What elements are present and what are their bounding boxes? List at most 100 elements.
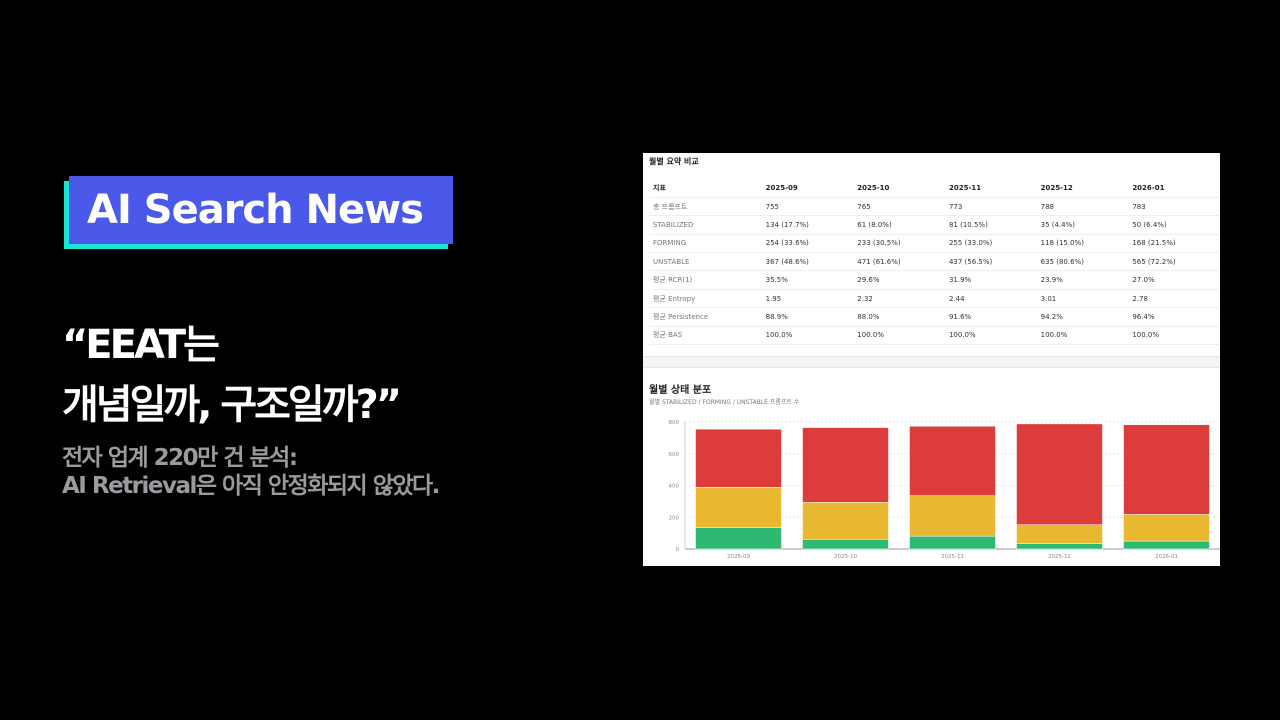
bar-stabilized [909, 535, 996, 550]
bar-stabilized [1016, 543, 1103, 550]
table-cell: 35.5% [761, 270, 854, 290]
table-cell: 23.9% [1036, 270, 1129, 290]
table-row: UNSTABLE 367 (48.6%) 471 (61.6%) 437 (56.5%… [649, 252, 1220, 272]
x-tick-label: 2025-11 [941, 554, 964, 560]
table-cell: 1.95 [761, 289, 854, 309]
row-label: FORMING [649, 234, 762, 254]
table-cell: 635 (80.6%) [1036, 252, 1129, 272]
table-cell: 29.6% [853, 270, 945, 290]
table-cell: 100.0% [761, 326, 854, 346]
table-row: 평균 BAS 100.0% 100.0% 100.0% 100.0% 100.0% [649, 326, 1220, 346]
headline-line2: 개념일까, 구조일까?” [62, 382, 402, 428]
x-tick-label: 2026-01 [1155, 554, 1178, 560]
table-cell: 2025-09 [761, 179, 854, 198]
summary-table: 지표 2025-09 2025-10 2025-11 2025-12 2026-01 총 프… [649, 179, 1220, 346]
table-cell: 471 (61.6%) [853, 252, 945, 272]
table-cell: 61 (8.0%) [853, 215, 945, 235]
table-cell: 96.4% [1128, 307, 1220, 327]
table-cell: 2.78 [1128, 289, 1220, 309]
table-cell: 255 (33.0%) [944, 234, 1037, 254]
table-row: 총 프롬프트 755 765 773 788 783 [649, 197, 1220, 217]
table-row: 평균 Persistence 88.9% 88.0% 91.6% 94.2% 96.4% [649, 307, 1220, 327]
table-cell: 134 (17.7%) [761, 215, 854, 235]
bar-stabilized [1123, 540, 1210, 550]
row-label: 평균 Persistence [649, 307, 762, 327]
table-title: 월별 요약 비교 [649, 157, 699, 166]
table-cell: 765 [853, 197, 945, 217]
table-row: 평균 RCR(1) 35.5% 29.6% 31.9% 23.9% 27.0% [649, 270, 1220, 290]
row-label: 평균 RCR(1) [649, 270, 762, 290]
bar-forming [1016, 524, 1103, 544]
table-cell: 2025-12 [1036, 179, 1129, 198]
bar-stabilized [695, 527, 782, 550]
bar-forming [1123, 514, 1210, 542]
chart-title: 월별 상태 분포 [649, 385, 712, 396]
table-cell: 3.01 [1036, 289, 1129, 309]
table-cell: 31.9% [944, 270, 1037, 290]
table-cell: 437 (56.5%) [944, 252, 1037, 272]
bar-forming [802, 502, 889, 540]
y-tick-label: 800 [669, 420, 680, 426]
y-tick-label: 400 [669, 484, 680, 490]
y-tick-label: 200 [669, 515, 680, 521]
section-divider [643, 356, 1220, 368]
table-cell: 755 [761, 197, 854, 217]
report-panel: 월별 요약 비교 지표 2025-09 2025-10 2025-11 2025-12 2… [643, 153, 1220, 566]
table-cell: 88.9% [761, 307, 854, 327]
table-cell: 100.0% [1128, 326, 1220, 346]
table-cell: 35 (4.4%) [1036, 215, 1129, 235]
chart-subtitle: 월별 STABILIZED / FORMING / UNSTABLE 프롬프트 … [649, 399, 800, 406]
x-tick-label: 2025-12 [1048, 554, 1071, 560]
table-cell: 783 [1128, 197, 1220, 217]
bar-forming [695, 487, 782, 528]
row-label: 평균 Entropy [649, 289, 762, 309]
table-cell: 2025-11 [944, 179, 1037, 198]
row-label: STABILIZED [649, 215, 762, 235]
table-cell: 94.2% [1036, 307, 1129, 327]
table-row: FORMING 254 (33.6%) 233 (30.5%) 255 (33.0%)… [649, 234, 1220, 254]
table-row: STABILIZED 134 (17.7%) 61 (8.0%) 81 (10.5%)… [649, 215, 1220, 235]
row-label: 평균 BAS [649, 326, 762, 346]
table-cell: 2026-01 [1128, 179, 1220, 198]
row-label: 지표 [649, 179, 762, 198]
bar-unstable [909, 426, 996, 496]
bar-unstable [1123, 424, 1210, 515]
row-label: 총 프롬프트 [649, 197, 762, 217]
table-row: 평균 Entropy 1.95 2.32 2.44 3.01 2.78 [649, 289, 1220, 309]
table-cell: 27.0% [1128, 270, 1220, 290]
news-badge: AI Search News [69, 176, 453, 244]
table-cell: 100.0% [853, 326, 945, 346]
table-cell: 2.44 [944, 289, 1037, 309]
table-cell: 2.32 [853, 289, 945, 309]
table-cell: 91.6% [944, 307, 1037, 327]
y-tick-label: 0 [676, 547, 680, 553]
table-cell: 100.0% [1036, 326, 1129, 346]
stacked-bar-chart: 0 200 400 600 800 2025-09 2025-10 2025-11 2025-1… [669, 420, 1220, 560]
subtitle-line1: 전자 업계 220만 건 분석: [62, 445, 298, 471]
table-cell: 367 (48.6%) [761, 252, 854, 272]
table-cell: 88.0% [853, 307, 945, 327]
table-cell: 788 [1036, 197, 1129, 217]
table-cell: 254 (33.6%) [761, 234, 854, 254]
table-cell: 773 [944, 197, 1037, 217]
table-cell: 118 (15.0%) [1036, 234, 1129, 254]
table-cell: 81 (10.5%) [944, 215, 1037, 235]
table-header-row: 지표 2025-09 2025-10 2025-11 2025-12 2026-01 [649, 179, 1220, 198]
x-tick-label: 2025-09 [727, 554, 750, 560]
table-cell: 168 (21.5%) [1128, 234, 1220, 254]
bar-forming [909, 495, 996, 537]
table-cell: 233 (30.5%) [853, 234, 945, 254]
table-cell: 50 (6.4%) [1128, 215, 1220, 235]
headline-line1: “EEAT는 [62, 322, 220, 368]
subtitle-line2: AI Retrieval은 아직 안정화되지 않았다. [62, 473, 440, 499]
row-label: UNSTABLE [649, 252, 762, 272]
bar-unstable [1016, 423, 1103, 525]
table-cell: 2025-10 [853, 179, 945, 198]
bar-unstable [695, 428, 782, 488]
table-cell: 100.0% [944, 326, 1037, 346]
y-tick-label: 600 [669, 452, 680, 458]
bar-unstable [802, 427, 889, 503]
x-tick-label: 2025-10 [834, 554, 857, 560]
bar-stabilized [802, 539, 889, 550]
table-cell: 565 (72.2%) [1128, 252, 1220, 272]
